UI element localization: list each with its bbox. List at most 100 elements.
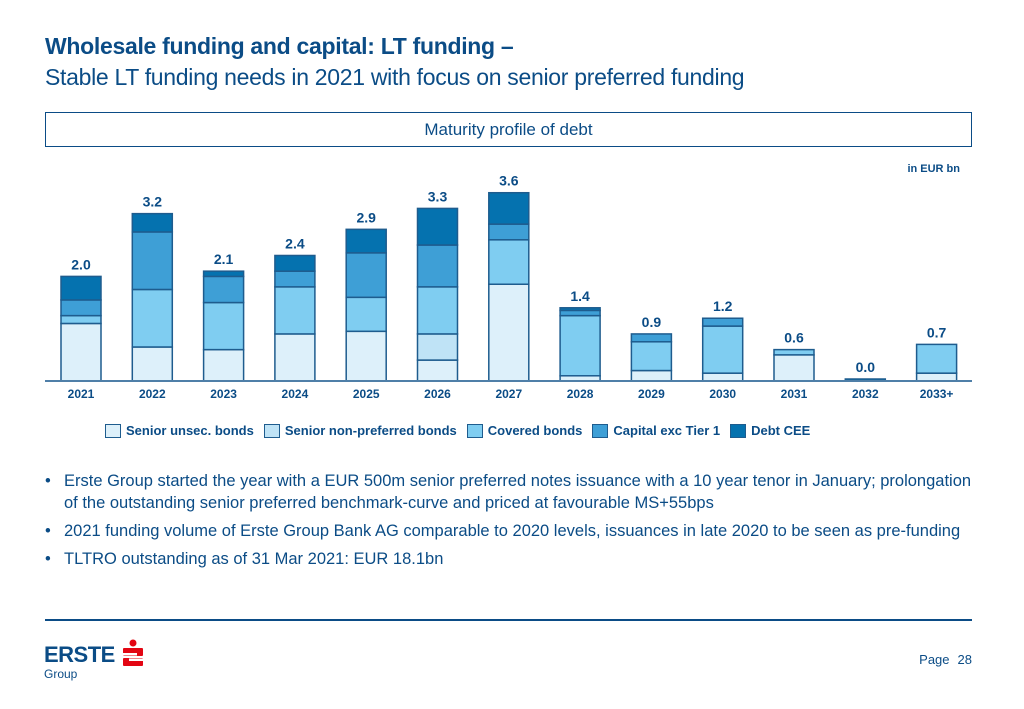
bar-segment-covered bbox=[915, 343, 958, 374]
bar-segment-senior_np bbox=[416, 333, 459, 361]
bar-total-label: 0.6 bbox=[784, 330, 804, 346]
bar-segment-debt_cee bbox=[559, 307, 601, 312]
bar-segment-senior_unsec bbox=[274, 333, 316, 382]
bar-segment-debt_cee bbox=[131, 212, 174, 233]
unit-label: in EUR bn bbox=[907, 163, 960, 175]
legend-swatch bbox=[466, 423, 483, 438]
bar-segment-covered bbox=[202, 301, 245, 351]
bar-segment-capital bbox=[345, 252, 387, 299]
bar-segment-capital bbox=[416, 244, 459, 288]
legend-swatch bbox=[730, 423, 747, 438]
bar-segment-covered bbox=[60, 314, 102, 325]
slide-title: Wholesale funding and capital: LT fundin… bbox=[45, 33, 514, 59]
bar-segment-capital bbox=[630, 333, 673, 343]
logo-subtext: Group bbox=[44, 667, 78, 681]
sparkasse-s-icon bbox=[123, 639, 143, 666]
x-tick-label: 2023 bbox=[210, 387, 237, 401]
bar-segment-covered bbox=[559, 314, 601, 377]
page-number-value: 28 bbox=[957, 652, 972, 667]
bullet-item: TLTRO outstanding as of 31 Mar 2021: EUR… bbox=[45, 548, 975, 570]
bullet-list: Erste Group started the year with a EUR … bbox=[45, 470, 975, 576]
legend-swatch bbox=[263, 423, 280, 438]
bar-segment-capital bbox=[60, 299, 102, 317]
bar-total-label: 0.7 bbox=[927, 324, 947, 340]
bar-total-label: 2.0 bbox=[71, 256, 91, 272]
x-tick-label: 2022 bbox=[139, 387, 166, 401]
legend-item: Senior unsec. bonds bbox=[105, 423, 254, 438]
bar-segment-senior_unsec bbox=[202, 348, 245, 382]
bar-segment-senior_unsec bbox=[60, 322, 102, 382]
bar-segment-covered bbox=[416, 286, 459, 335]
bar-total-label: 3.2 bbox=[143, 194, 163, 210]
bar-segment-debt_cee bbox=[488, 191, 530, 225]
bar-segment-capital bbox=[274, 270, 316, 288]
page-number: Page 28 bbox=[919, 652, 972, 667]
bar-segment-covered bbox=[131, 288, 174, 348]
bar-total-label: 2.9 bbox=[356, 209, 376, 225]
x-tick-label: 2026 bbox=[424, 387, 451, 401]
bar-segment-capital bbox=[202, 275, 245, 304]
bar-total-label: 0.9 bbox=[642, 314, 662, 330]
bar-total-label: 1.4 bbox=[570, 288, 590, 304]
bar-segment-senior_unsec bbox=[773, 354, 815, 382]
bar-segment-capital bbox=[488, 223, 530, 241]
erste-logo: ERSTE Group bbox=[44, 639, 143, 681]
legend-swatch bbox=[592, 423, 609, 438]
chart-title-box: Maturity profile of debt bbox=[45, 112, 972, 147]
bar-total-label: 2.4 bbox=[285, 235, 305, 251]
bar-segment-debt_cee bbox=[345, 228, 387, 254]
legend-label: Capital exc Tier 1 bbox=[613, 423, 721, 438]
bar-segment-covered bbox=[773, 348, 815, 356]
bar-total-label: 3.3 bbox=[428, 188, 448, 204]
slide-subtitle: Stable LT funding needs in 2021 with foc… bbox=[45, 64, 745, 90]
legend-label: Covered bonds bbox=[487, 423, 583, 438]
bar-segment-senior_unsec bbox=[915, 372, 958, 382]
legend-item: Debt CEE bbox=[730, 423, 810, 438]
bar-segment-covered bbox=[488, 239, 530, 285]
legend-swatch bbox=[105, 423, 121, 438]
legend-item: Covered bonds bbox=[466, 423, 583, 438]
bar-total-label: 2.1 bbox=[214, 251, 234, 267]
x-tick-label: 2030 bbox=[709, 387, 736, 401]
bar-segment-covered bbox=[345, 296, 387, 333]
legend-item: Senior non-preferred bonds bbox=[263, 423, 457, 438]
bar-segment-debt_cee bbox=[202, 270, 245, 278]
x-tick-label: 2031 bbox=[781, 387, 808, 401]
bullet-item: Erste Group started the year with a EUR … bbox=[45, 470, 975, 514]
bar-total-label: 3.6 bbox=[499, 173, 519, 189]
bar-segment-covered bbox=[630, 341, 673, 372]
x-tick-label: 2033+ bbox=[920, 387, 954, 401]
bar-segment-senior_unsec bbox=[416, 359, 459, 382]
legend-label: Debt CEE bbox=[751, 423, 811, 438]
x-tick-label: 2021 bbox=[68, 387, 95, 401]
bar-segment-covered bbox=[274, 286, 316, 335]
x-tick-label: 2032 bbox=[852, 387, 879, 401]
legend-label: Senior non-preferred bonds bbox=[284, 423, 457, 438]
bar-segment-debt_cee bbox=[60, 275, 102, 301]
bar-segment-capital bbox=[559, 309, 601, 317]
legend-label: Senior unsec. bonds bbox=[126, 423, 254, 438]
chart-legend: Senior unsec. bonds Senior non-preferred … bbox=[105, 423, 810, 438]
x-tick-label: 2028 bbox=[567, 387, 594, 401]
x-tick-label: 2027 bbox=[495, 387, 522, 401]
footer-divider bbox=[45, 619, 972, 621]
page-label: Page bbox=[919, 652, 950, 667]
bar-segment-capital bbox=[131, 231, 174, 291]
bar-segment-covered bbox=[701, 325, 744, 374]
bar-segment-debt_cee bbox=[274, 254, 316, 272]
x-tick-label: 2029 bbox=[638, 387, 665, 401]
x-tick-label: 2025 bbox=[353, 387, 380, 401]
maturity-chart: 2.0 2021 3.2 2022 2.1 2023 2.4 2024 2.9 2025 3.3 20… bbox=[45, 173, 972, 401]
bar-segment-debt_cee bbox=[416, 207, 459, 246]
bar-segment-senior_unsec bbox=[701, 372, 744, 382]
bar-segment-senior_unsec bbox=[131, 346, 174, 382]
bar-segment-capital bbox=[701, 317, 744, 327]
logo-text: ERSTE bbox=[44, 642, 115, 667]
bar-total-label: 0.0 bbox=[856, 359, 876, 375]
bar-segment-senior_unsec bbox=[345, 330, 387, 382]
bar-segment-senior_unsec bbox=[630, 369, 673, 382]
bullet-item: 2021 funding volume of Erste Group Bank … bbox=[45, 520, 975, 542]
bar-total-label: 1.2 bbox=[713, 298, 733, 314]
x-tick-label: 2024 bbox=[282, 387, 309, 401]
legend-item: Capital exc Tier 1 bbox=[592, 423, 720, 438]
